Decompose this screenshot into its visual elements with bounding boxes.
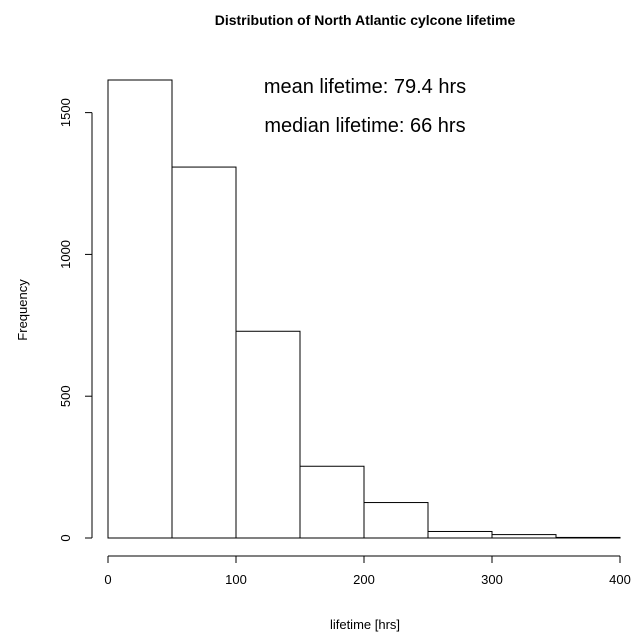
x-tick-label: 100 — [225, 572, 247, 587]
histogram-bar — [299, 465, 365, 539]
x-tick-label: 400 — [609, 572, 631, 587]
x-tick-label: 200 — [353, 572, 375, 587]
histogram-bar — [491, 534, 557, 539]
histogram-bar — [427, 530, 493, 539]
histogram-bar — [235, 330, 301, 539]
y-axis: 0 500 1000 1500 — [58, 98, 93, 542]
bars-group — [107, 79, 621, 539]
mean-annotation: mean lifetime: 79.4 hrs — [264, 76, 466, 98]
y-tick-label: 0 — [58, 534, 73, 541]
y-tick-label: 500 — [58, 385, 73, 407]
y-tick-label: 1500 — [58, 98, 73, 127]
x-tick-label: 0 — [104, 572, 111, 587]
y-axis-label: Frequency — [15, 279, 30, 341]
y-tick-label: 1000 — [58, 240, 73, 269]
chart-title: Distribution of North Atlantic cylcone l… — [215, 12, 516, 28]
median-annotation: median lifetime: 66 hrs — [264, 115, 465, 137]
x-axis-label: lifetime [hrs] — [330, 617, 400, 632]
histogram-bar — [363, 502, 429, 539]
x-axis: 0 100 200 300 400 — [104, 555, 631, 587]
histogram-bar — [555, 536, 621, 539]
histogram-bar — [107, 79, 173, 539]
x-tick-label: 300 — [481, 572, 503, 587]
histogram-bar — [171, 166, 237, 539]
